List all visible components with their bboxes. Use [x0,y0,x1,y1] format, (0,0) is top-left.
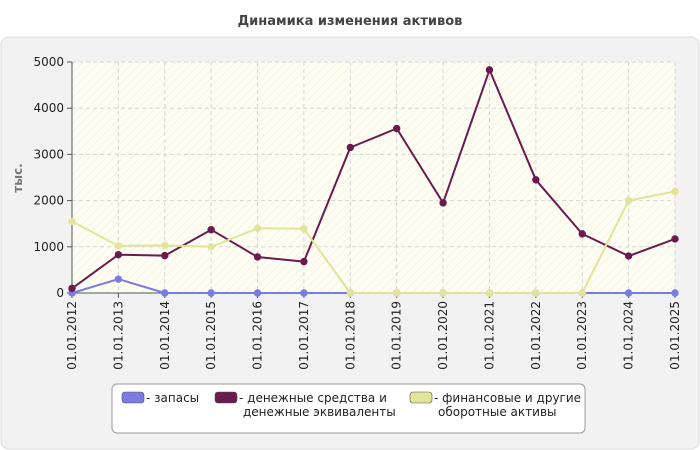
x-tick-label: 01.01.2023 [575,301,589,370]
data-point [346,143,355,152]
x-tick-label: 01.01.2013 [111,301,125,370]
x-tick-label: 01.01.2021 [482,301,496,370]
data-point [346,289,355,297]
data-point [624,196,633,205]
legend-swatch [214,391,238,404]
x-tick-label: 01.01.2017 [297,301,311,370]
data-point [114,242,123,250]
y-tick-label: 3000 [33,147,64,161]
data-point [392,124,401,133]
x-tick-label: 01.01.2020 [436,301,450,370]
y-tick-label: 5000 [33,55,64,69]
data-point [253,224,262,233]
data-point [532,176,540,184]
y-tick-label: 4000 [33,101,64,115]
legend-label: оборотные активы [438,405,557,419]
plot-area [72,62,675,293]
data-point [671,187,679,196]
data-point [578,289,586,297]
data-point [300,225,308,233]
data-point [439,199,447,207]
x-tick-label: 01.01.2018 [343,301,357,370]
data-point [114,275,123,283]
series-layer [68,66,679,297]
data-point [671,235,679,243]
data-point [300,289,308,297]
data-point [114,250,123,259]
legend-swatch [409,391,433,404]
data-point [300,257,308,266]
legend-label: денежные эквиваленты [243,405,396,419]
y-tick-label: 2000 [33,194,64,208]
data-point [624,289,633,297]
data-point [671,289,679,297]
series-2 [68,66,679,293]
data-point [392,289,401,297]
data-point [68,284,76,293]
series-line [71,68,676,290]
legend-item-1: - запасы [121,391,199,405]
chart-title: Динамика изменения активов [238,14,463,29]
data-point [485,289,494,297]
x-tick-label: 01.01.2015 [204,301,218,370]
data-point [578,230,586,238]
x-axis-ticks: 01.01.2012 01.01.2013 01.01.2014 01.01.2015… [65,293,682,370]
data-point [253,253,262,261]
x-tick-label: 01.01.2022 [529,301,543,370]
y-axis-ticks: 0 1000 2000 3000 4000 5000 [33,55,72,300]
y-tick-label: 0 [56,286,64,300]
data-point [624,252,633,260]
x-tick-label: 01.01.2025 [668,301,682,370]
x-tick-label: 01.01.2019 [390,301,404,370]
data-point [207,226,215,234]
y-axis-label: тыс. [11,163,25,192]
data-point [439,289,447,297]
legend-label: - денежные средства и [239,391,387,405]
data-point [532,289,540,297]
x-tick-label: 01.01.2012 [65,301,79,370]
data-point [485,66,494,74]
y-tick-label: 1000 [33,240,64,254]
x-tick-label: 01.01.2016 [251,301,265,370]
x-tick-label: 01.01.2024 [622,301,636,370]
legend-swatch [121,391,145,404]
series-line [71,190,676,294]
series-3 [68,187,679,297]
legend-label: - финансовые и другие [434,391,581,405]
data-point [161,289,169,297]
data-point [207,289,215,297]
data-point [207,243,215,251]
x-tick-label: 01.01.2014 [158,301,172,370]
data-point [253,289,262,297]
data-point [161,241,169,250]
data-point [68,217,76,226]
legend-label: - запасы [146,391,199,405]
data-point [161,251,169,260]
